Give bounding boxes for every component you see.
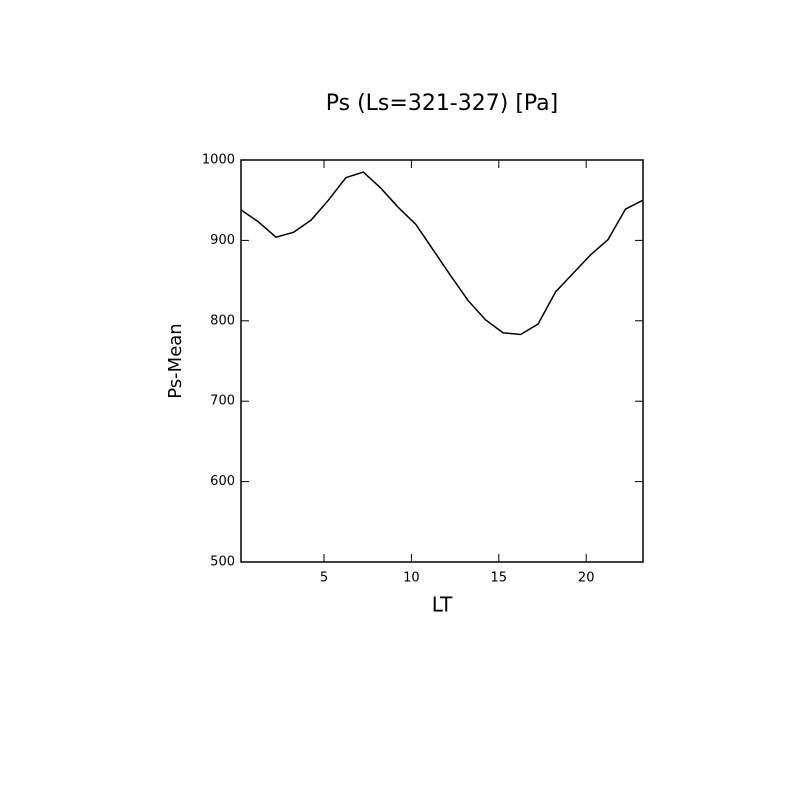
plot-frame <box>240 159 644 563</box>
y-axis-label: Ps-Mean <box>165 323 186 398</box>
data-line <box>240 171 644 336</box>
y-tick-label: 800 <box>210 313 235 328</box>
x-tick-label: 5 <box>320 571 328 586</box>
x-axis-label: LT <box>432 593 453 617</box>
x-tick-label: 20 <box>578 571 595 586</box>
chart-title: Ps (Ls=321-327) [Pa] <box>326 91 559 116</box>
y-tick-label: 700 <box>210 394 235 409</box>
x-tick-label: 10 <box>403 571 420 586</box>
y-tick-label: 1000 <box>202 153 235 168</box>
y-tick-label: 500 <box>210 555 235 570</box>
y-tick-label: 600 <box>210 474 235 489</box>
y-tick-label: 900 <box>210 233 235 248</box>
x-tick-label: 15 <box>491 571 508 586</box>
